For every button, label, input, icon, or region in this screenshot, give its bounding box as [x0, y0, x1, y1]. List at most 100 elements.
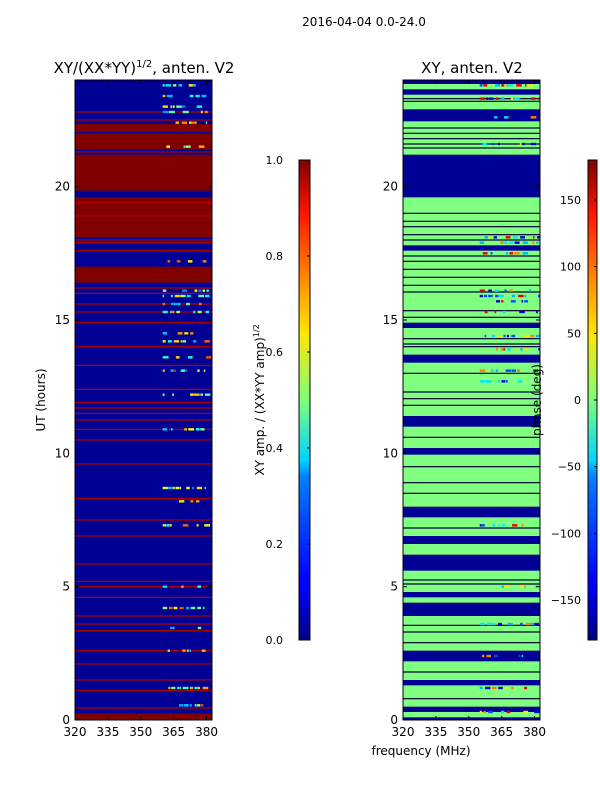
- phase-speckle-cell: [485, 380, 492, 383]
- amp-bright-cell: [190, 500, 194, 503]
- amp-bright-cell: [186, 486, 190, 490]
- amp-bright-cell: [186, 294, 191, 298]
- amp-bright-cell: [188, 428, 195, 431]
- amp-bright-cell: [168, 606, 173, 610]
- phase-speckle-cell: [496, 334, 501, 338]
- phase-speckle-cell: [495, 369, 499, 372]
- phase-colorbar: −150 −100 −50 0 50 100 150 phase (deg): [530, 159, 598, 641]
- amp-bright-cell: [204, 393, 211, 396]
- phase-dark-line: [403, 132, 540, 134]
- phase-speckle-cell: [479, 380, 486, 383]
- phase-dark-line: [403, 138, 540, 140]
- phase-dark-band: [403, 536, 540, 544]
- amp-bright-cell: [185, 145, 191, 148]
- phase-dark-band: [403, 554, 540, 571]
- amp-bright-cell: [175, 486, 180, 490]
- phase-dark-band: [403, 592, 540, 598]
- phase-speckle-cell: [520, 236, 526, 239]
- phase-speckle-cell: [517, 380, 523, 383]
- phase-speckle-cell: [481, 654, 485, 658]
- amp-bright-cell: [196, 524, 199, 527]
- amp-bright-cell: [162, 110, 169, 114]
- amp-bright-cell: [178, 84, 183, 87]
- phase-speckle-cell: [534, 622, 539, 626]
- phase-speckle-cell: [487, 622, 493, 626]
- phase-speckle-cell: [500, 97, 505, 100]
- amp-bright-cell: [186, 649, 189, 652]
- phase-speckle-cell: [537, 236, 540, 239]
- amp-flagged-row: [75, 428, 212, 430]
- amp-bright-cell: [170, 626, 175, 630]
- amp-bright-cell: [173, 340, 180, 343]
- phase-dark-line: [403, 527, 540, 529]
- amp-bright-cell: [166, 524, 170, 527]
- phase-speckle-cell: [510, 300, 516, 303]
- phase-dark-line: [403, 310, 540, 312]
- amp-flagged-row: [75, 498, 212, 500]
- phase-colorbar-tick-label: 0: [574, 394, 581, 407]
- phase-speckle-cell: [505, 252, 509, 255]
- phase-speckle-cell: [519, 585, 524, 588]
- phase-speckle-cell: [497, 380, 500, 383]
- phase-speckle-cell: [522, 142, 525, 146]
- amp-xtick-label: 380: [195, 725, 218, 739]
- amp-bright-cell: [200, 428, 205, 431]
- phase-speckle-cell: [479, 622, 485, 626]
- phase-speckle-cell: [501, 300, 504, 303]
- phase-speckle-cell: [505, 369, 512, 372]
- phase-dark-line: [403, 482, 540, 484]
- phase-speckle-cell: [488, 97, 494, 100]
- amp-xtick-label: 350: [129, 725, 152, 739]
- phase-dark-line: [403, 239, 540, 241]
- phase-dark-line: [403, 220, 540, 222]
- amp-bright-cell: [205, 121, 208, 124]
- phase-title: XY, anten. V2: [421, 59, 523, 77]
- phase-speckle-cell: [533, 236, 535, 239]
- phase-dark-line: [403, 143, 540, 145]
- amp-bright-cell: [180, 369, 186, 372]
- amp-bright-cell: [162, 524, 167, 527]
- amp-bright-cell: [167, 260, 171, 263]
- amp-bright-cell: [162, 302, 166, 306]
- phase-speckle-cell: [506, 710, 511, 714]
- amp-bright-cell: [182, 686, 189, 690]
- phase-ytick-label: 5: [390, 580, 398, 594]
- phase-speckle-cell: [494, 654, 498, 658]
- amp-bright-cell: [188, 356, 193, 359]
- phase-dark-band: [403, 109, 540, 122]
- phase-speckle-cell: [490, 252, 493, 255]
- amplitude-colorbar-gradient: [298, 159, 311, 641]
- phase-speckle-cell: [519, 142, 522, 146]
- phase-speckle-cell: [511, 369, 517, 372]
- amp-bright-cell: [186, 302, 190, 306]
- amp-bright-cell: [179, 486, 182, 490]
- phase-speckle-cell: [479, 524, 482, 527]
- amp-bright-cell: [169, 524, 172, 527]
- amp-bright-cell: [202, 686, 209, 690]
- phase-dark-line: [403, 436, 540, 438]
- frequency-xlabel: frequency (MHz): [371, 744, 470, 758]
- amp-bright-cell: [184, 428, 188, 431]
- amp-bright-cell: [162, 94, 166, 98]
- amplitude-title: XY/(XX*YY)1/2, anten. V2: [54, 59, 235, 77]
- phase-speckle-cell: [500, 241, 503, 244]
- amp-flagged-row: [75, 303, 212, 305]
- phase-speckle-cell: [530, 116, 537, 119]
- phase-speckle-cell: [523, 710, 529, 714]
- phase-dark-line: [403, 631, 540, 633]
- phase-colorbar-tick-label: 50: [567, 327, 581, 340]
- phase-speckle-cell: [494, 310, 497, 314]
- phase-speckle-cell: [502, 310, 506, 314]
- phase-panel: XY, anten. V2 320 335 350 365 380 0 5 10 15 20 fr…: [371, 59, 545, 758]
- amp-bright-cell: [162, 486, 168, 490]
- phase-speckle-cell: [511, 686, 514, 690]
- phase-speckle-cell: [520, 116, 525, 119]
- amp-bright-cell: [184, 704, 189, 707]
- phase-speckle-cell: [510, 97, 514, 100]
- phase-speckle-cell: [518, 654, 521, 658]
- amp-bright-cell: [202, 289, 205, 292]
- phase-speckle-cell: [535, 310, 538, 314]
- amp-bright-cell: [189, 686, 194, 690]
- phase-speckle-cell: [520, 348, 523, 351]
- phase-speckle-cell: [503, 116, 509, 119]
